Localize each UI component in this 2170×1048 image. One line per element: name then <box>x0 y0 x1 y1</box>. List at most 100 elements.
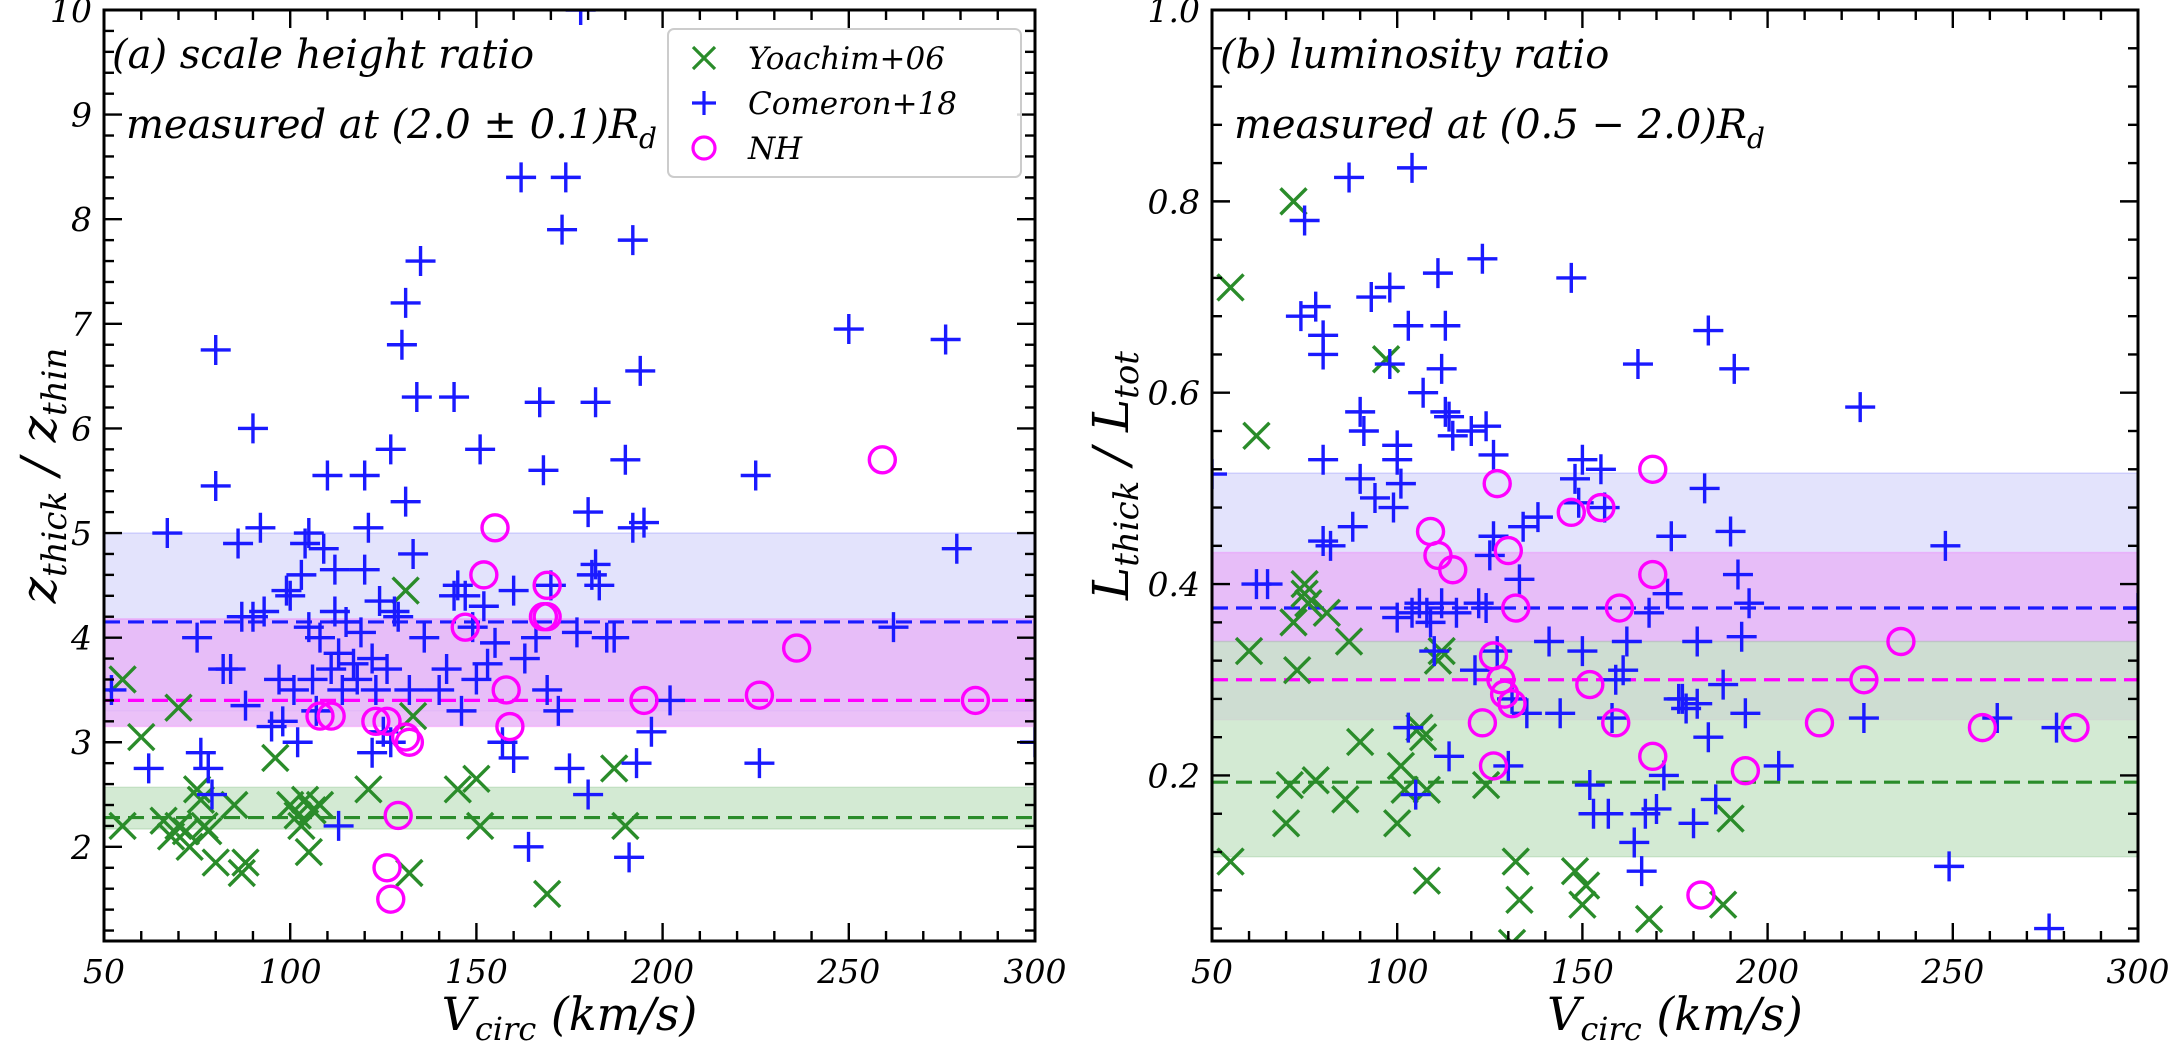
point-comeron <box>1556 262 1587 293</box>
point-comeron <box>1474 540 1505 571</box>
point-comeron <box>1471 411 1502 442</box>
panel-subtitle: measured at (2.0 ± 0.1)Rd <box>126 102 657 155</box>
point-yoachim <box>1294 589 1323 618</box>
point-yoachim <box>391 576 420 605</box>
point-nh <box>1478 751 1509 781</box>
point-yoachim <box>1716 804 1745 833</box>
point-nh <box>469 560 499 590</box>
point-yoachim <box>1386 751 1416 781</box>
point-comeron <box>431 654 462 685</box>
y-tick-label: 0.8 <box>1148 182 1200 221</box>
point-comeron <box>1382 602 1413 633</box>
point-comeron <box>1434 401 1465 432</box>
point-yoachim <box>465 811 495 841</box>
point-comeron <box>1252 569 1283 600</box>
point-comeron <box>480 627 511 658</box>
point-comeron <box>375 434 406 465</box>
point-comeron <box>550 162 581 193</box>
point-nh <box>495 711 525 742</box>
point-yoachim <box>1382 809 1412 838</box>
point-comeron <box>1478 521 1509 552</box>
x-tick-label: 250 <box>1920 952 1984 991</box>
point-comeron <box>1308 526 1339 557</box>
point-comeron <box>941 533 972 564</box>
point-comeron <box>1463 588 1494 619</box>
point-comeron <box>1626 856 1657 887</box>
point-comeron <box>450 580 481 611</box>
y-axis-label: Lthick / Ltot <box>1082 351 1147 601</box>
point-comeron <box>1430 396 1461 427</box>
axes-frame <box>102 8 1037 943</box>
point-comeron <box>1504 564 1535 595</box>
point-comeron <box>1930 530 1961 561</box>
point-comeron <box>468 591 499 622</box>
point-comeron <box>1730 698 1761 729</box>
point-yoachim <box>462 764 491 794</box>
point-comeron <box>1348 416 1379 447</box>
point-yoachim <box>1497 928 1527 941</box>
point-comeron <box>2041 712 2072 743</box>
point-comeron <box>245 512 276 543</box>
point-comeron <box>465 434 496 465</box>
panel-title: (b) luminosity ratio <box>1220 32 1609 78</box>
point-nh <box>383 800 413 831</box>
point-yoachim <box>1275 770 1304 800</box>
point-comeron <box>628 507 659 538</box>
ticks <box>102 8 1037 941</box>
point-comeron <box>524 387 555 418</box>
panel-title: (a) scale height ratio <box>112 32 534 78</box>
x-tick-label: 300 <box>2107 952 2170 991</box>
point-comeron <box>379 596 410 627</box>
point-comeron <box>345 617 376 648</box>
point-comeron <box>1693 722 1724 753</box>
point-comeron <box>1845 392 1876 423</box>
ticks <box>1210 8 2140 941</box>
point-comeron <box>200 334 231 365</box>
point-comeron <box>1559 463 1590 494</box>
legend-box <box>667 28 1022 178</box>
point-comeron <box>349 460 380 491</box>
point-comeron <box>1478 439 1509 470</box>
point-yoachim <box>283 801 312 830</box>
point-comeron <box>193 753 224 784</box>
point-comeron <box>1619 827 1650 858</box>
point-nh <box>1482 468 1512 499</box>
point-comeron <box>237 413 268 444</box>
point-comeron <box>316 654 347 685</box>
point-comeron <box>636 716 667 747</box>
point-yoachim <box>305 790 335 820</box>
point-comeron <box>1622 349 1653 380</box>
point-yoachim <box>1279 187 1308 216</box>
point-comeron <box>390 486 421 517</box>
point-comeron <box>446 695 477 726</box>
point-yoachim <box>1501 847 1530 876</box>
point-comeron <box>1212 459 1227 490</box>
legend-entry: Comeron+18 <box>692 86 957 122</box>
panel-subtitle: measured at (0.5 − 2.0)Rd <box>1234 102 1765 155</box>
point-comeron <box>394 674 425 705</box>
legend-marker-circle-icon <box>691 135 717 161</box>
panel-a: 50 100 150 200 250 300 2 3 4 5 6 7 8 9 10 Vcirc (km/s) z… <box>10 0 1067 1048</box>
point-comeron <box>1345 463 1376 494</box>
point-nh <box>2060 712 2090 743</box>
point-nh <box>532 570 562 601</box>
point-yoachim <box>182 775 212 804</box>
point-comeron <box>1337 511 1368 542</box>
point-nh <box>1638 741 1668 772</box>
point-yoachim <box>1282 656 1312 685</box>
point-yoachim <box>220 790 249 820</box>
point-comeron <box>1567 444 1598 475</box>
point-comeron <box>1422 258 1453 289</box>
series-yoachim-06 <box>1216 187 1745 941</box>
point-nh <box>1730 755 1761 786</box>
point-comeron <box>1608 655 1639 686</box>
point-comeron <box>1715 516 1746 547</box>
point-nh <box>372 706 402 737</box>
point-comeron <box>1722 559 1753 590</box>
y-tick-label: 5 <box>71 514 92 553</box>
point-comeron <box>1763 750 1794 781</box>
x-tick-label: 250 <box>816 952 880 991</box>
point-nh <box>1638 454 1668 484</box>
y-tick-label: 0.2 <box>1148 756 1200 795</box>
